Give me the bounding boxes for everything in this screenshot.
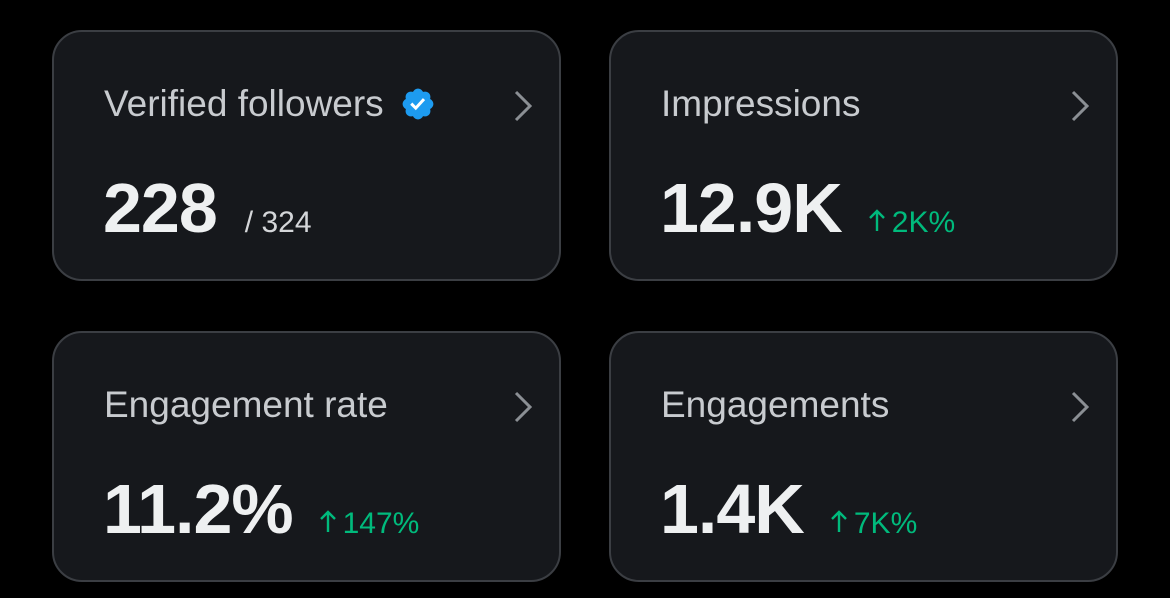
- value-row: 12.9K 2K%: [660, 168, 955, 248]
- card-label: Engagements: [661, 384, 890, 425]
- metric-value: 1.4K: [660, 470, 805, 548]
- metric-change: 7K%: [830, 507, 917, 541]
- card-label: Engagement rate: [104, 384, 388, 425]
- change-text: 147%: [342, 507, 420, 540]
- metric-total: / 324: [244, 206, 312, 239]
- metric-value: 11.2%: [103, 470, 294, 548]
- chevron-icon: [514, 90, 533, 122]
- chevron-icon: [1071, 391, 1090, 423]
- chevron-icon: [514, 391, 533, 423]
- card-label-row: Impressions: [661, 82, 860, 126]
- chevron-icon: [1071, 90, 1090, 122]
- up-arrow-icon: [868, 209, 885, 231]
- verified-badge: [402, 88, 434, 120]
- card-label-row: Engagement rate: [104, 383, 388, 427]
- value-row: 228 / 324: [103, 168, 312, 248]
- value-row: 11.2% 147%: [103, 469, 419, 549]
- value-row: 1.4K 7K%: [660, 469, 917, 549]
- metric-card[interactable]: Verified followers 228 / 324: [52, 30, 561, 281]
- card-label: Verified followers: [104, 83, 384, 124]
- change-text: 7K%: [853, 507, 918, 540]
- metric-card[interactable]: Impressions 12.9K 2K%: [609, 30, 1118, 281]
- up-arrow-icon: [831, 510, 847, 532]
- metric-card[interactable]: Engagement rate 11.2% 147%: [52, 331, 561, 582]
- card-label-row: Engagements: [661, 383, 889, 427]
- card-label: Impressions: [661, 83, 861, 124]
- metric-value: 12.9K: [660, 169, 843, 247]
- metric-card[interactable]: Engagements 1.4K 7K%: [609, 331, 1118, 582]
- card-label-row: Verified followers: [104, 82, 436, 126]
- metric-change: 2K%: [868, 206, 955, 240]
- up-arrow-icon: [319, 510, 336, 532]
- metric-change: 147%: [319, 507, 420, 541]
- change-text: 2K%: [891, 206, 956, 239]
- metric-value: 228: [103, 169, 218, 247]
